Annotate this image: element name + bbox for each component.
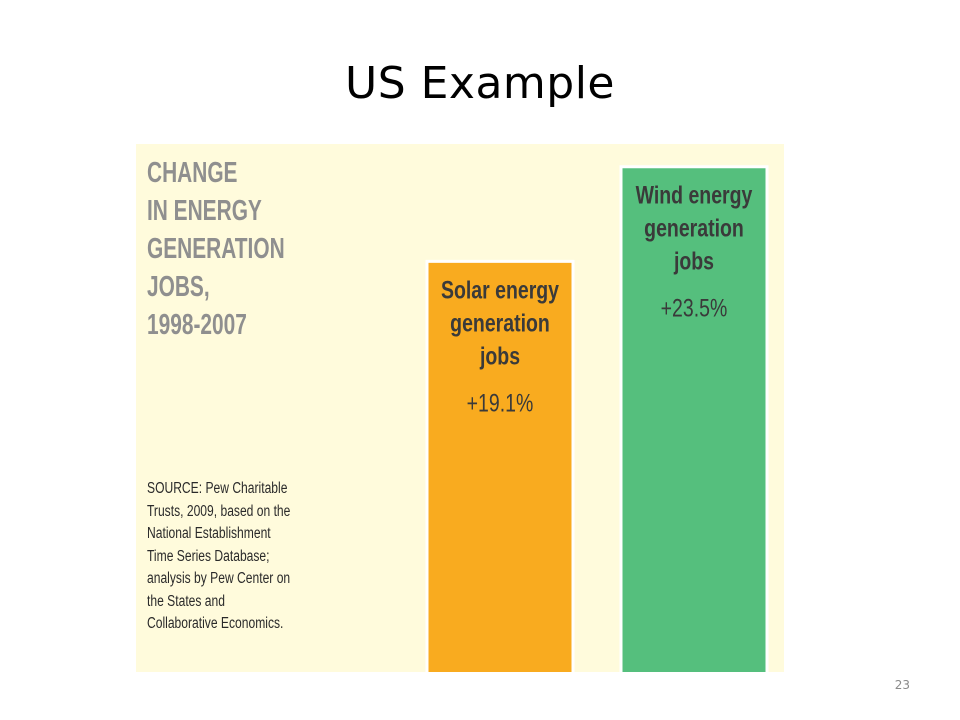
bar-group: Solar energy generation jobs +19.1% bbox=[425, 259, 575, 672]
bar-chart-svg: Solar energy generation jobs +19.1% Wind ene… bbox=[425, 165, 769, 672]
source-line: Trusts, 2009, based on the bbox=[147, 502, 291, 520]
bar-category-label: jobs bbox=[479, 342, 520, 370]
bar-value-label: +23.5% bbox=[661, 294, 728, 322]
chart-panel: CHANGE IN ENERGY GENERATION JOBS, 1998-2… bbox=[136, 144, 784, 672]
chart-heading-line: GENERATION bbox=[147, 233, 285, 265]
source-line: Collaborative Economics. bbox=[147, 615, 284, 632]
bar-value-label: +19.1% bbox=[467, 389, 534, 417]
bar-category-label: generation bbox=[644, 214, 744, 242]
slide-title: US Example bbox=[344, 58, 615, 109]
source-line: SOURCE: Pew Charitable bbox=[147, 480, 288, 497]
bar bbox=[425, 259, 575, 672]
source-line: National Establishment bbox=[147, 525, 271, 542]
bar bbox=[619, 165, 769, 672]
bar-category-label: Wind energy bbox=[636, 181, 753, 209]
source-line: the States and bbox=[147, 592, 225, 610]
chart-heading-line: JOBS, bbox=[147, 271, 210, 303]
chart-heading-line: IN ENERGY bbox=[147, 195, 262, 227]
bar-category-label: generation bbox=[450, 309, 550, 337]
chart-source-note: SOURCE: Pew Charitable Trusts, 2009, bas… bbox=[147, 478, 358, 636]
bar-group: Wind energy generation jobs +23.5% bbox=[619, 165, 769, 672]
source-line: analysis by Pew Center on bbox=[147, 570, 291, 587]
chart-heading: CHANGE IN ENERGY GENERATION JOBS, 1998-2… bbox=[147, 154, 298, 344]
chart-heading-line: CHANGE bbox=[147, 157, 238, 189]
bar-category-label: jobs bbox=[673, 247, 714, 275]
chart-heading-line: 1998-2007 bbox=[147, 309, 247, 341]
source-line: Time Series Database; bbox=[147, 547, 270, 565]
page-number: 23 bbox=[894, 678, 910, 692]
bar-category-label: Solar energy bbox=[441, 276, 560, 304]
